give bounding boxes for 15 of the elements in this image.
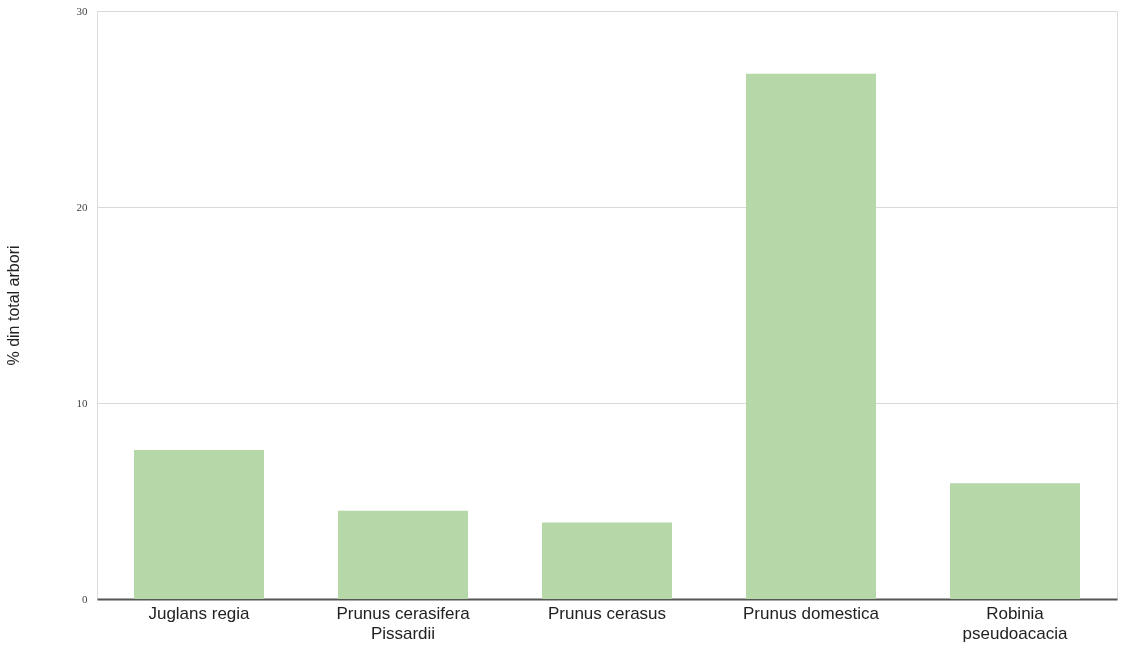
bar — [338, 510, 468, 599]
y-tick-label: 30 — [76, 4, 88, 17]
x-tick-label: Robinia pseudoacacia — [962, 603, 1068, 643]
y-axis-title: % din total arbori — [4, 245, 22, 366]
bar — [746, 73, 876, 599]
x-tick-label: Juglans regia — [148, 603, 251, 623]
x-tick-label: Prunus cerasifera Pissardii — [336, 603, 471, 643]
x-tick-label: Prunus domestica — [742, 603, 880, 623]
y-tick-label: 0 — [82, 592, 88, 605]
bar — [950, 483, 1080, 599]
y-tick-label: 20 — [76, 200, 88, 213]
bar — [134, 450, 264, 599]
y-tick-label: 10 — [76, 396, 88, 409]
x-tick-label: Prunus cerasus — [547, 603, 667, 623]
bar — [542, 522, 672, 599]
